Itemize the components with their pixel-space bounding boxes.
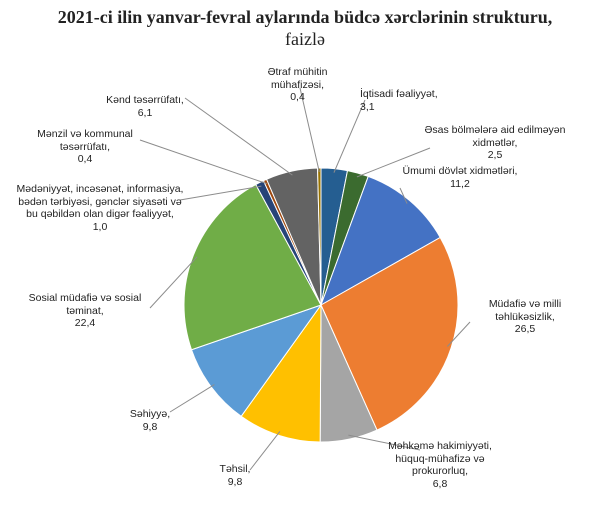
value-label: 3,1 bbox=[360, 100, 375, 113]
value-label: 0,4 bbox=[290, 91, 305, 103]
slice-label: Sosial müdafiə və sosial təminat, 22,4 bbox=[20, 292, 150, 330]
category-label: Mədəniyyət, incəsənət, informasiya, bədə… bbox=[16, 183, 184, 220]
leader-line bbox=[446, 321, 471, 347]
pie-slice bbox=[320, 175, 441, 307]
slice-label: Təhsil, 9,8 bbox=[205, 463, 265, 488]
category-label: Sosial müdafiə və sosial təminat, bbox=[28, 292, 142, 317]
value-label: 9,8 bbox=[227, 475, 243, 488]
category-label: Mənzil və kommunal təsərrüfatı, bbox=[37, 128, 133, 153]
slice-label: Səhiyyə, 9,8 bbox=[115, 408, 185, 433]
category-label: Təhsil, bbox=[219, 463, 251, 475]
slice-label: Əsas bölmələrə aid edilməyən xidmətlər, 2… bbox=[420, 124, 570, 162]
category-label: Müdafiə və milli təhlükəsizlik, bbox=[488, 298, 562, 323]
value-label: 6,1 bbox=[137, 106, 153, 119]
leader-line bbox=[184, 97, 293, 176]
slice-label: Ümumi dövlət xidmətləri, 11,2 bbox=[395, 165, 525, 190]
value-label: 0,4 bbox=[77, 153, 93, 165]
leader-line bbox=[179, 185, 262, 201]
value-label: 11,2 bbox=[450, 177, 470, 190]
leader-line bbox=[333, 99, 366, 173]
pie-slice bbox=[240, 303, 322, 443]
slice-label: Mədəniyyət, incəsənət, informasiya, bədə… bbox=[15, 183, 185, 233]
leader-line bbox=[169, 384, 215, 413]
slice-label: Müdafiə və milli təhlükəsizlik, 26,5 bbox=[470, 298, 580, 336]
category-label: Ümumi dövlət xidmətləri, bbox=[402, 165, 518, 177]
leader-line bbox=[139, 139, 267, 185]
slice-label: Məhkəmə hakimiyyəti, hüquq-mühafizə və p… bbox=[380, 440, 500, 490]
value-label: 26,5 bbox=[514, 323, 536, 335]
slice-label: Ətraf mühitin mühafizəsi, 0,4 bbox=[240, 66, 355, 104]
leader-line bbox=[399, 187, 408, 204]
leader-line bbox=[149, 256, 198, 309]
leader-line bbox=[356, 147, 431, 178]
value-label: 2,5 bbox=[487, 149, 503, 161]
category-label: Kənd təsərrüfatı, bbox=[106, 94, 184, 106]
leader-line bbox=[299, 87, 320, 173]
category-label: Ətraf mühitin mühafizəsi, bbox=[267, 66, 328, 91]
category-label: İqtisadi fəaliyyət, bbox=[360, 88, 438, 100]
chart-unit: faizlə bbox=[285, 29, 325, 49]
pie-slice bbox=[183, 183, 322, 351]
pie-slice bbox=[317, 167, 322, 306]
slice-label: Kənd təsərrüfatı, 6,1 bbox=[100, 94, 190, 119]
category-label: Səhiyyə, bbox=[129, 408, 171, 420]
leader-line bbox=[249, 431, 281, 471]
value-label: 22,4 bbox=[74, 317, 96, 329]
chart-title: 2021-ci ilin yanvar-fevral aylarında büd… bbox=[57, 7, 553, 27]
slice-label: Mənzil və kommunal təsərrüfatı, 0,4 bbox=[25, 128, 145, 166]
chart-title-block: 2021-ci ilin yanvar-fevral aylarında büd… bbox=[40, 6, 570, 50]
value-label: 9,8 bbox=[142, 420, 158, 433]
slice-label: İqtisadi fəaliyyət, 3,1 bbox=[360, 88, 470, 113]
value-label: 6,8 bbox=[432, 477, 448, 490]
category-label: Məhkəmə hakimiyyəti, hüquq-mühafizə və p… bbox=[388, 440, 492, 477]
pie-slice bbox=[320, 236, 459, 431]
value-label: 1,0 bbox=[92, 220, 108, 233]
category-label: Əsas bölmələrə aid edilməyən xidmətlər, bbox=[424, 124, 566, 149]
leader-line bbox=[348, 434, 421, 451]
